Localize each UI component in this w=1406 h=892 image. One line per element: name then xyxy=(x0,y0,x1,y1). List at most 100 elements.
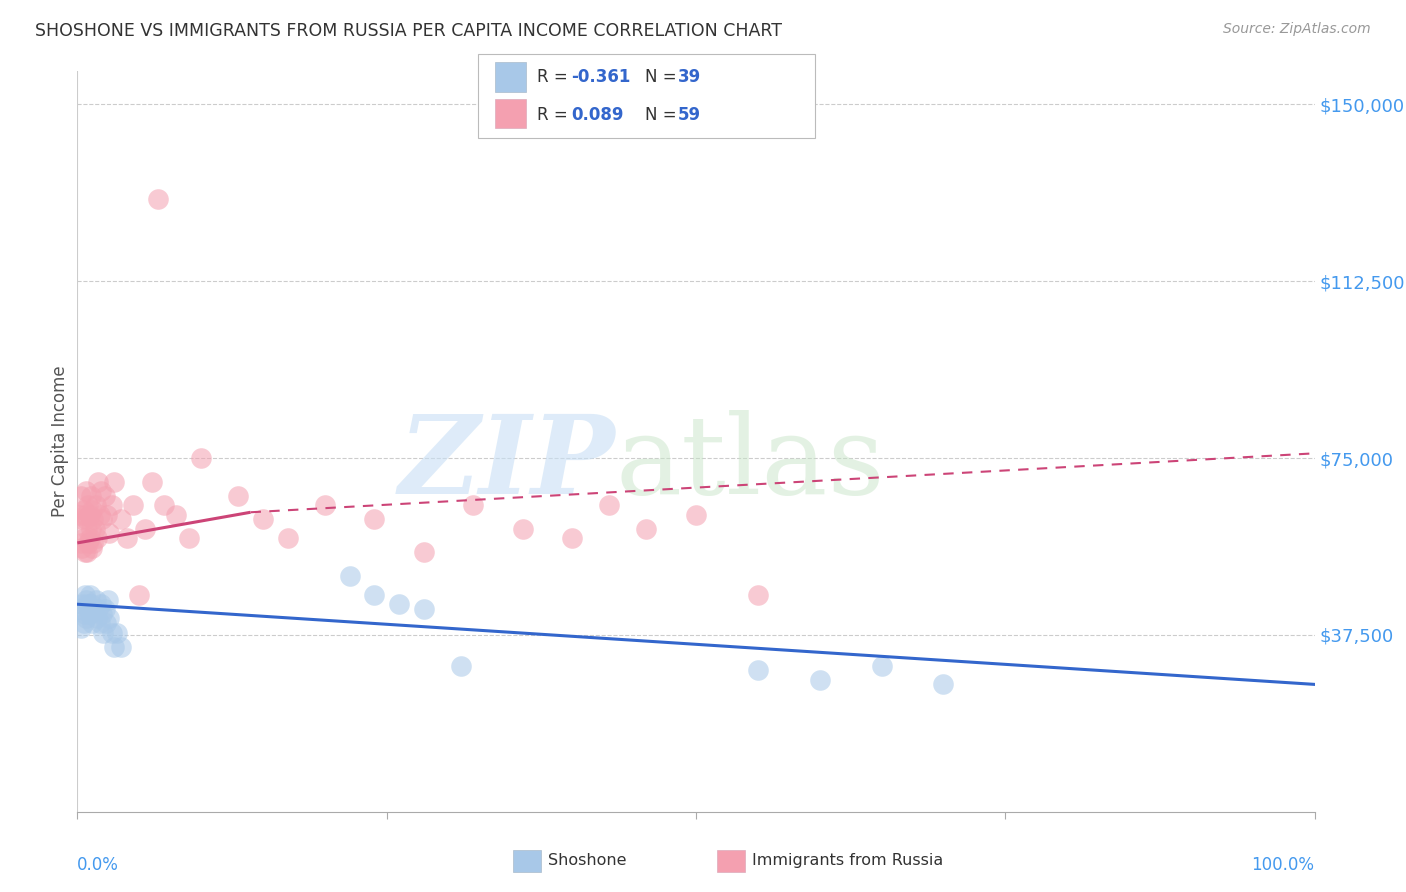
Point xyxy=(80,597,103,611)
Text: Shoshone: Shoshone xyxy=(548,854,627,868)
Point xyxy=(128,588,150,602)
Point xyxy=(75,484,97,499)
Point xyxy=(86,531,108,545)
Point xyxy=(190,451,212,466)
Point xyxy=(72,541,94,555)
Point xyxy=(70,621,93,635)
Point xyxy=(463,498,485,512)
Point xyxy=(98,526,121,541)
Point xyxy=(226,489,249,503)
Point xyxy=(105,625,128,640)
Point xyxy=(314,498,336,512)
Point xyxy=(75,512,97,526)
Point xyxy=(84,592,107,607)
Point xyxy=(79,531,101,545)
Point xyxy=(103,640,125,654)
Point xyxy=(76,522,98,536)
Point xyxy=(72,597,94,611)
Point xyxy=(91,607,114,621)
Point xyxy=(72,503,94,517)
Point xyxy=(77,498,100,512)
Point xyxy=(134,522,156,536)
Point xyxy=(70,536,93,550)
Point xyxy=(97,592,120,607)
Point xyxy=(93,489,115,503)
Point xyxy=(101,625,124,640)
Text: Immigrants from Russia: Immigrants from Russia xyxy=(752,854,943,868)
Point xyxy=(747,663,769,677)
Point xyxy=(80,489,103,503)
Text: 59: 59 xyxy=(678,105,700,123)
Text: SHOSHONE VS IMMIGRANTS FROM RUSSIA PER CAPITA INCOME CORRELATION CHART: SHOSHONE VS IMMIGRANTS FROM RUSSIA PER C… xyxy=(35,22,782,40)
Point xyxy=(80,522,103,536)
Point xyxy=(91,512,114,526)
Point xyxy=(177,531,200,545)
Point xyxy=(87,602,110,616)
Point xyxy=(75,611,97,625)
Point xyxy=(91,625,114,640)
Point xyxy=(70,489,93,503)
Text: 0.0%: 0.0% xyxy=(77,856,120,874)
Text: R =: R = xyxy=(537,69,574,87)
Point xyxy=(90,597,112,611)
Point xyxy=(82,503,104,517)
Point xyxy=(412,602,434,616)
Point xyxy=(277,531,299,545)
Point xyxy=(932,677,955,691)
Point xyxy=(77,536,100,550)
Point xyxy=(685,508,707,522)
Point xyxy=(450,658,472,673)
Point xyxy=(363,588,385,602)
Point xyxy=(73,607,96,621)
Point xyxy=(363,512,385,526)
Point xyxy=(73,588,96,602)
Y-axis label: Per Capita Income: Per Capita Income xyxy=(51,366,69,517)
Text: 0.089: 0.089 xyxy=(571,105,623,123)
Point xyxy=(96,508,118,522)
Point xyxy=(77,602,100,616)
Point xyxy=(73,545,96,559)
Point xyxy=(146,192,169,206)
Text: N =: N = xyxy=(645,69,682,87)
Point xyxy=(636,522,658,536)
Point xyxy=(79,508,101,522)
Point xyxy=(89,508,111,522)
Point xyxy=(86,611,108,625)
Point xyxy=(252,512,274,526)
Point xyxy=(82,541,104,555)
Text: Source: ZipAtlas.com: Source: ZipAtlas.com xyxy=(1223,22,1371,37)
Point xyxy=(339,569,361,583)
Point xyxy=(75,592,97,607)
Point xyxy=(98,611,121,625)
Point xyxy=(72,616,94,631)
Text: R =: R = xyxy=(537,105,574,123)
Point xyxy=(82,536,104,550)
Point xyxy=(153,498,176,512)
Point xyxy=(83,522,105,536)
Text: atlas: atlas xyxy=(616,410,886,517)
Point xyxy=(598,498,620,512)
Point xyxy=(141,475,163,489)
Text: -0.361: -0.361 xyxy=(571,69,630,87)
Text: N =: N = xyxy=(645,105,682,123)
Point xyxy=(89,616,111,631)
Text: 39: 39 xyxy=(678,69,702,87)
Point xyxy=(101,498,124,512)
Point xyxy=(84,498,107,512)
Point xyxy=(94,616,117,631)
Point xyxy=(747,588,769,602)
Point xyxy=(73,508,96,522)
Point xyxy=(870,658,893,673)
Point xyxy=(808,673,831,687)
Point xyxy=(110,512,132,526)
Point xyxy=(69,602,91,616)
Point xyxy=(110,640,132,654)
Point xyxy=(79,588,101,602)
Point xyxy=(76,545,98,559)
Point xyxy=(103,475,125,489)
Point xyxy=(72,512,94,526)
Point xyxy=(115,531,138,545)
Point xyxy=(87,475,110,489)
Point xyxy=(165,508,187,522)
Point xyxy=(72,531,94,545)
